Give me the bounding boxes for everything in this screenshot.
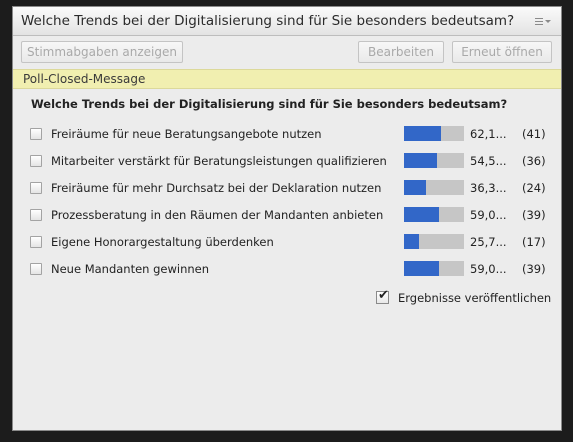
checkmark-icon: ✔	[378, 288, 389, 303]
answer-count: (24)	[522, 181, 546, 195]
result-bar-fill	[404, 153, 437, 168]
answer-count: (39)	[522, 262, 546, 276]
answer-label: Freiräume für neue Beratungsangebote nut…	[51, 127, 322, 141]
answer-percent: 59,0...	[470, 262, 507, 276]
menu-lines-icon	[535, 17, 543, 25]
answer-checkbox[interactable]	[30, 209, 42, 221]
answer-label: Eigene Honorargestaltung überdenken	[51, 235, 274, 249]
result-bar	[404, 153, 464, 168]
result-bar-fill	[404, 234, 420, 249]
result-bar-fill	[404, 261, 440, 276]
answer-checkbox[interactable]	[30, 155, 42, 167]
answer-row: Prozessberatung in den Räumen der Mandan…	[13, 205, 561, 225]
result-bar	[404, 261, 464, 276]
answer-row: Freiräume für mehr Durchsatz bei der Dek…	[13, 178, 561, 198]
answer-row: Neue Mandanten gewinnen 59,0... (39)	[13, 259, 561, 279]
answer-percent: 62,1...	[470, 127, 507, 141]
result-bar	[404, 207, 464, 222]
pod-options-menu-button[interactable]	[531, 12, 555, 30]
answer-row: Mitarbeiter verstärkt für Beratungsleist…	[13, 151, 561, 171]
result-bar	[404, 234, 464, 249]
result-bar-fill	[404, 207, 440, 222]
answer-count: (41)	[522, 127, 546, 141]
answer-count: (39)	[522, 208, 546, 222]
poll-toolbar: Stimmabgaben anzeigen Bearbeiten Erneut …	[13, 36, 561, 69]
answer-percent: 54,5...	[470, 154, 507, 168]
pod-titlebar: Welche Trends bei der Digitalisierung si…	[13, 7, 561, 36]
answer-checkbox[interactable]	[30, 236, 42, 248]
reopen-button[interactable]: Erneut öffnen	[452, 41, 552, 63]
chevron-down-icon	[545, 20, 551, 23]
answer-row: Eigene Honorargestaltung überdenken 25,7…	[13, 232, 561, 252]
show-votes-button[interactable]: Stimmabgaben anzeigen	[21, 41, 183, 63]
answer-label: Prozessberatung in den Räumen der Mandan…	[51, 208, 384, 222]
answer-count: (36)	[522, 154, 546, 168]
answer-percent: 25,7...	[470, 235, 507, 249]
answer-percent: 36,3...	[470, 181, 507, 195]
answer-label: Mitarbeiter verstärkt für Beratungsleist…	[51, 154, 387, 168]
poll-question: Welche Trends bei der Digitalisierung si…	[31, 97, 508, 111]
answer-checkbox[interactable]	[30, 128, 42, 140]
answer-count: (17)	[522, 235, 546, 249]
publish-results-label: Ergebnisse veröffentlichen	[398, 291, 552, 305]
answer-label: Freiräume für mehr Durchsatz bei der Dek…	[51, 181, 382, 195]
publish-results-checkbox[interactable]: ✔	[376, 288, 389, 304]
answer-percent: 59,0...	[470, 208, 507, 222]
edit-button[interactable]: Bearbeiten	[358, 41, 444, 63]
answer-row: Freiräume für neue Beratungsangebote nut…	[13, 124, 561, 144]
poll-status-message: Poll-Closed-Message	[13, 69, 561, 89]
answer-checkbox[interactable]	[30, 182, 42, 194]
answer-label: Neue Mandanten gewinnen	[51, 262, 210, 276]
poll-pod: Welche Trends bei der Digitalisierung si…	[12, 6, 562, 431]
result-bar	[404, 126, 464, 141]
pod-title: Welche Trends bei der Digitalisierung si…	[21, 13, 515, 29]
result-bar-fill	[404, 126, 442, 141]
answer-checkbox[interactable]	[30, 263, 42, 275]
result-bar	[404, 180, 464, 195]
result-bar-fill	[404, 180, 426, 195]
